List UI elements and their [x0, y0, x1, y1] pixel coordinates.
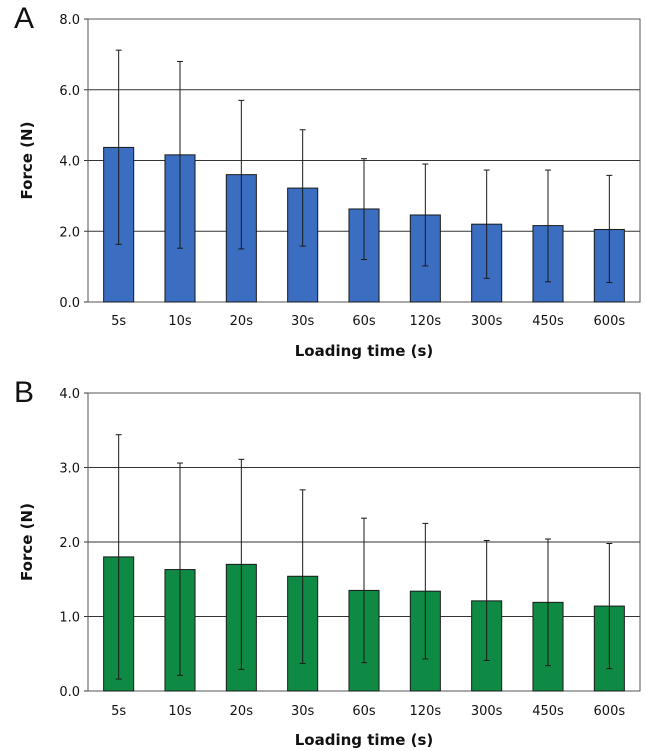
chart-a-ytick-label: 2.0: [59, 225, 80, 240]
chart-b-ytick-label: 4.0: [59, 387, 80, 402]
chart-b-x-axis-label: Loading time (s): [295, 731, 433, 749]
chart-b-xtick-label: 300s: [471, 704, 503, 719]
chart-b-xtick-label: 120s: [410, 704, 442, 719]
chart-a-ytick-label: 4.0: [59, 155, 80, 170]
chart-b-xtick-label: 450s: [532, 704, 564, 719]
chart-a-ytick-label: 0.0: [59, 296, 80, 311]
chart-b-xtick-label: 5s: [111, 704, 126, 719]
chart-b-xtick-label: 20s: [230, 704, 254, 719]
chart-a-x-axis-label: Loading time (s): [295, 342, 433, 360]
chart-a-xtick-label: 120s: [410, 314, 442, 329]
panel-label-b: B: [14, 376, 35, 409]
chart-a-xtick-label: 600s: [594, 314, 626, 329]
chart-b: 0.0 1.0 2.0 3.0 4.0 5s 10s 20s 30s 60s 120s 300s 450…: [18, 387, 641, 749]
chart-a-xtick-label: 60s: [352, 314, 376, 329]
chart-a-y-axis-label: Force (N): [18, 122, 36, 200]
chart-a-xtick-label: 20s: [230, 314, 254, 329]
chart-b-xtick-label: 60s: [352, 704, 376, 719]
panel-label-a: A: [14, 2, 35, 35]
chart-a-xtick-label: 10s: [168, 314, 192, 329]
chart-b-ytick-label: 1.0: [59, 611, 80, 626]
chart-a-xtick-label: 30s: [291, 314, 315, 329]
chart-b-xtick-label: 10s: [168, 704, 192, 719]
chart-b-ytick-label: 3.0: [59, 462, 80, 477]
chart-a-xtick-label: 450s: [532, 314, 564, 329]
chart-a-ytick-label: 8.0: [59, 13, 80, 28]
chart-b-ytick-label: 0.0: [59, 685, 80, 700]
chart-b-xtick-label: 600s: [594, 704, 626, 719]
chart-b-ytick-label: 2.0: [59, 536, 80, 551]
chart-a: 0.0 2.0 4.0 6.0 8.0 5s 10s 20s 30s 60s 120s 300s 450…: [18, 13, 641, 360]
chart-a-ytick-label: 6.0: [59, 84, 80, 99]
chart-a-xtick-label: 5s: [111, 314, 126, 329]
chart-b-y-axis-label: Force (N): [18, 503, 36, 581]
chart-a-xtick-label: 300s: [471, 314, 503, 329]
chart-b-xtick-label: 30s: [291, 704, 315, 719]
